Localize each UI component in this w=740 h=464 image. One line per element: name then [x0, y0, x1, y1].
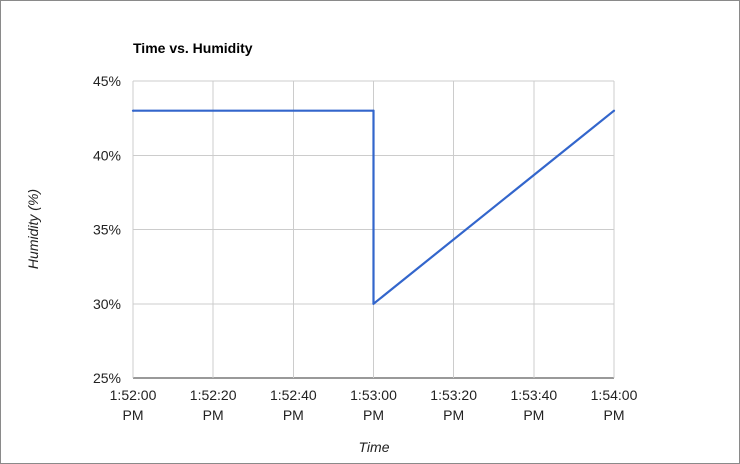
x-tick-label: 1:53:00 PM: [350, 387, 397, 423]
y-axis-label: Humidity (%): [25, 189, 41, 269]
x-tick-label: 1:52:40 PM: [270, 387, 317, 423]
data-point: [612, 109, 616, 112]
x-axis-label: Time: [359, 439, 390, 455]
y-tick-label: 40%: [93, 147, 121, 163]
data-point: [131, 109, 135, 112]
y-tick-label: 35%: [93, 222, 121, 238]
data-point: [372, 302, 375, 305]
series-layer: [131, 109, 616, 305]
axis-layer: 25% 30% 35% 40% 45% 1:52:00 PM 1:52:20 PM 1:52:40…: [93, 73, 638, 423]
x-tick-label: 1:52:00 PM: [110, 387, 157, 423]
y-tick-label: 25%: [93, 370, 121, 386]
x-tick-label: 1:53:20 PM: [430, 387, 477, 423]
chart-title: Time vs. Humidity: [133, 40, 253, 56]
y-tick-label: 30%: [93, 296, 121, 312]
x-tick-label: 1:52:20 PM: [190, 387, 237, 423]
x-tick-label: 1:54:00 PM: [591, 387, 638, 423]
x-tick-label: 1:53:40 PM: [510, 387, 557, 423]
series-line: [133, 109, 615, 305]
data-point: [372, 109, 375, 112]
y-tick-label: 45%: [93, 73, 121, 89]
